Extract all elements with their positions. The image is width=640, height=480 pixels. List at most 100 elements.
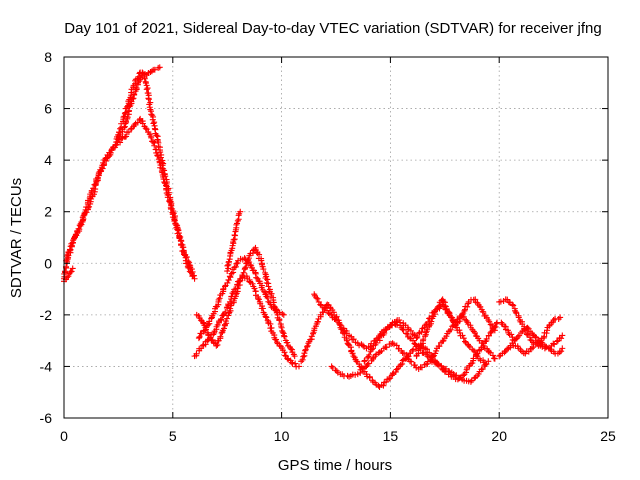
data-marks <box>61 64 566 391</box>
data-point-fill <box>148 134 155 141</box>
data-point <box>69 265 76 272</box>
data-point-fill <box>234 285 241 292</box>
data-point-fill <box>300 353 307 360</box>
data-point-fill <box>366 374 373 381</box>
data-point-fill <box>130 95 137 102</box>
data-point-fill <box>320 309 327 316</box>
data-point-fill <box>470 347 477 354</box>
data-point <box>465 342 472 349</box>
data-point-fill <box>493 320 500 327</box>
data-point-fill <box>218 316 225 323</box>
data-point-fill <box>514 333 521 340</box>
data-point-fill <box>292 360 299 367</box>
data-point <box>515 314 522 321</box>
data-point <box>524 324 531 331</box>
y-tick-label: 4 <box>44 152 52 168</box>
data-point-fill <box>236 278 243 285</box>
x-tick-label: 20 <box>491 428 507 444</box>
data-point <box>396 317 403 324</box>
data-point <box>491 327 498 334</box>
series-arc-3 <box>113 64 163 146</box>
data-point-fill <box>170 210 177 217</box>
data-point-fill <box>407 327 414 334</box>
data-point-fill <box>241 265 248 272</box>
data-point-fill <box>411 331 418 338</box>
series-arc-5 <box>191 273 303 370</box>
data-point <box>156 64 163 71</box>
data-point <box>483 360 490 367</box>
data-point-fill <box>365 360 372 367</box>
data-point-fill <box>118 135 125 142</box>
data-point <box>426 322 433 329</box>
data-point-fill <box>272 336 279 343</box>
data-point-fill <box>168 206 175 213</box>
data-point-fill <box>221 321 228 328</box>
data-point-fill <box>157 149 164 156</box>
data-point-fill <box>287 345 294 352</box>
data-point-fill <box>492 323 499 330</box>
data-point-fill <box>224 262 231 269</box>
data-point <box>263 314 270 321</box>
y-axis-label: SDTVAR / TECUs <box>8 178 25 298</box>
data-point-fill <box>205 332 212 339</box>
data-point-fill <box>526 334 533 341</box>
data-point-fill <box>72 233 79 240</box>
data-point-fill <box>505 299 512 306</box>
series-arc-10 <box>311 291 492 385</box>
data-point-fill <box>283 339 290 346</box>
data-point <box>222 283 229 290</box>
data-point <box>559 345 566 352</box>
x-tick-label: 15 <box>383 428 399 444</box>
data-point <box>226 309 233 316</box>
data-point <box>369 345 376 352</box>
data-point-fill <box>142 125 149 132</box>
data-point-fill <box>145 96 152 103</box>
data-point <box>343 337 350 344</box>
data-point <box>541 342 548 349</box>
series-arc-11 <box>328 311 498 380</box>
data-point-fill <box>175 226 182 233</box>
data-point-fill <box>224 279 231 286</box>
x-tick-label: 10 <box>274 428 290 444</box>
data-point-fill <box>234 220 241 227</box>
data-point-fill <box>558 335 565 342</box>
data-point-fill <box>61 268 68 275</box>
data-point-fill <box>483 335 490 342</box>
data-point-fill <box>185 264 192 271</box>
data-point-fill <box>116 129 123 136</box>
data-point-fill <box>322 304 329 311</box>
data-point-fill <box>404 330 411 337</box>
data-point-fill <box>258 257 265 264</box>
data-point <box>280 311 287 318</box>
data-point-fill <box>447 326 454 333</box>
data-point-fill <box>92 181 99 188</box>
data-point-fill <box>90 185 97 192</box>
data-point-fill <box>151 142 158 149</box>
data-point <box>78 221 85 228</box>
data-point-fill <box>160 176 167 183</box>
data-point <box>557 314 564 321</box>
data-point-fill <box>471 329 478 336</box>
y-tick-label: 8 <box>44 49 52 65</box>
data-point-fill <box>77 222 84 229</box>
data-point-fill <box>206 318 213 325</box>
data-point <box>504 327 511 334</box>
data-point <box>350 353 357 360</box>
data-point-fill <box>281 349 288 356</box>
data-point <box>413 335 420 342</box>
data-point <box>213 342 220 349</box>
grid-lines <box>64 57 608 418</box>
data-point <box>389 340 396 347</box>
data-point-fill <box>255 296 262 303</box>
data-point-fill <box>504 346 511 353</box>
data-point-fill <box>243 260 250 267</box>
data-point-fill <box>73 232 80 239</box>
data-point-fill <box>497 298 504 305</box>
data-point <box>189 273 196 280</box>
data-point-fill <box>66 247 73 254</box>
data-point <box>559 332 566 339</box>
data-point-fill <box>532 333 539 340</box>
data-point-fill <box>279 329 286 336</box>
data-point-fill <box>259 305 266 312</box>
data-point <box>296 363 303 370</box>
